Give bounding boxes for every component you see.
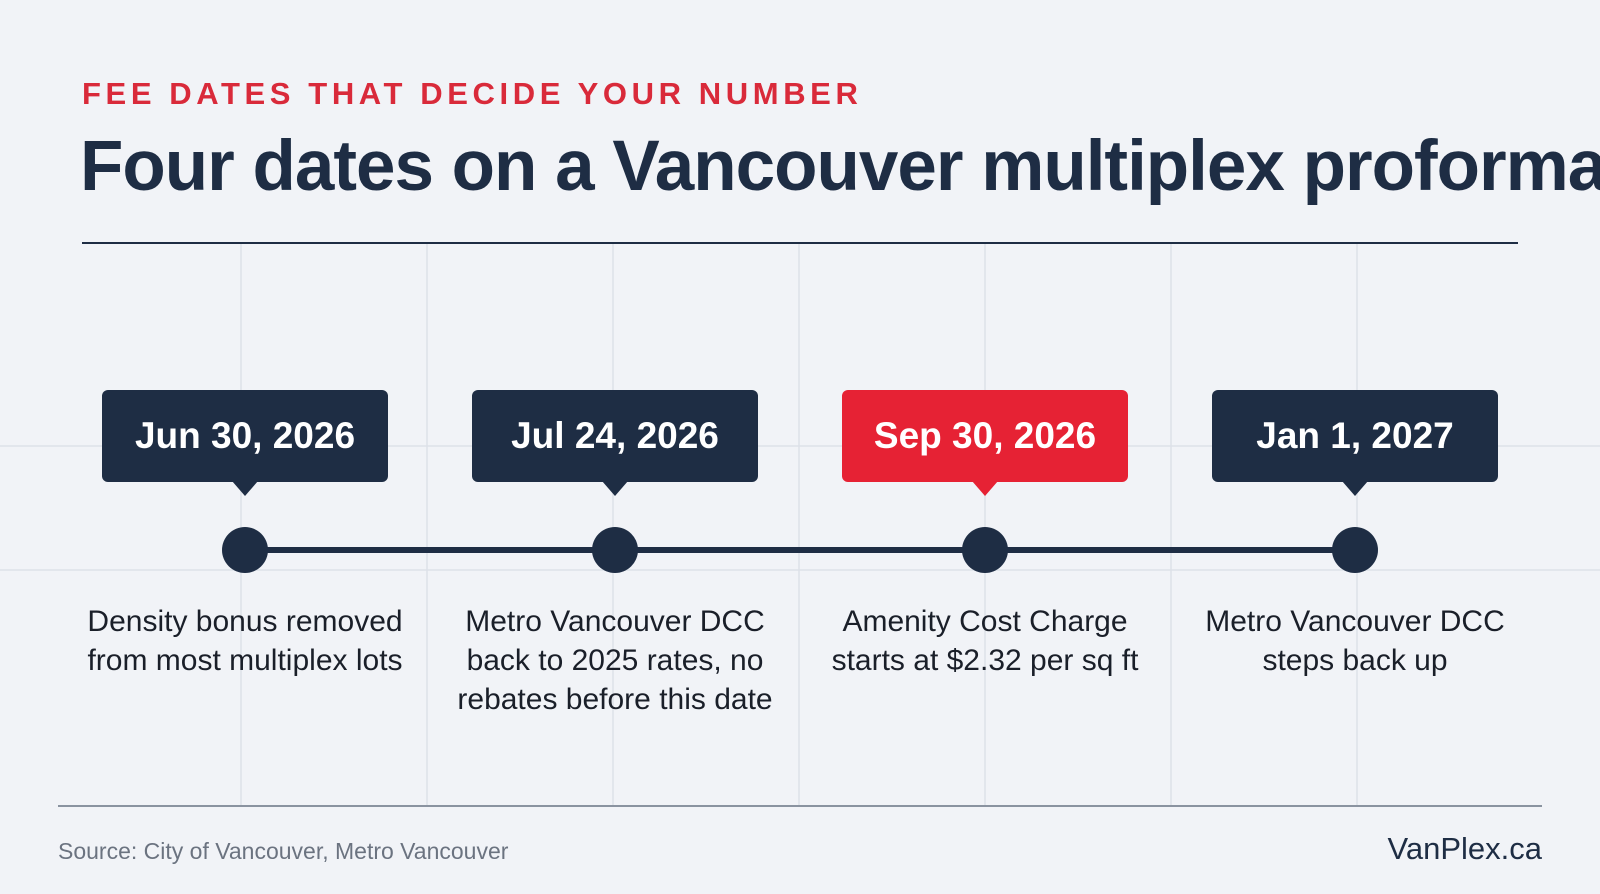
timeline-line xyxy=(245,547,1355,553)
timeline-dot xyxy=(1332,527,1378,573)
milestone-description: Metro Vancouver DCC back to 2025 rates, … xyxy=(457,605,773,716)
date-badge: Jul 24, 2026 xyxy=(472,390,758,482)
brand-label: VanPlex.ca xyxy=(1387,831,1542,866)
milestone-description: Metro Vancouver DCC steps back up xyxy=(1205,605,1505,677)
timeline-dot xyxy=(592,527,638,573)
footer-divider xyxy=(58,805,1542,807)
milestone-description: Amenity Cost Charge starts at $2.32 per … xyxy=(831,605,1139,677)
badge-pointer xyxy=(972,481,998,496)
timeline-dot xyxy=(962,527,1008,573)
date-badge: Jan 1, 2027 xyxy=(1212,390,1498,482)
kicker-label: FEE DATES THAT DECIDE YOUR NUMBER xyxy=(82,76,863,111)
milestone-description: Density bonus removed from most multiple… xyxy=(87,605,403,677)
page-title: Four dates on a Vancouver multiplex prof… xyxy=(80,127,1600,206)
badge-pointer xyxy=(1342,481,1368,496)
badge-pointer xyxy=(602,481,628,496)
badge-pointer xyxy=(232,481,258,496)
date-badge: Jun 30, 2026 xyxy=(102,390,388,482)
date-badge-highlighted: Sep 30, 2026 xyxy=(842,390,1128,482)
timeline-dot xyxy=(222,527,268,573)
source-note: Source: City of Vancouver, Metro Vancouv… xyxy=(58,838,509,864)
title-divider xyxy=(82,242,1518,244)
